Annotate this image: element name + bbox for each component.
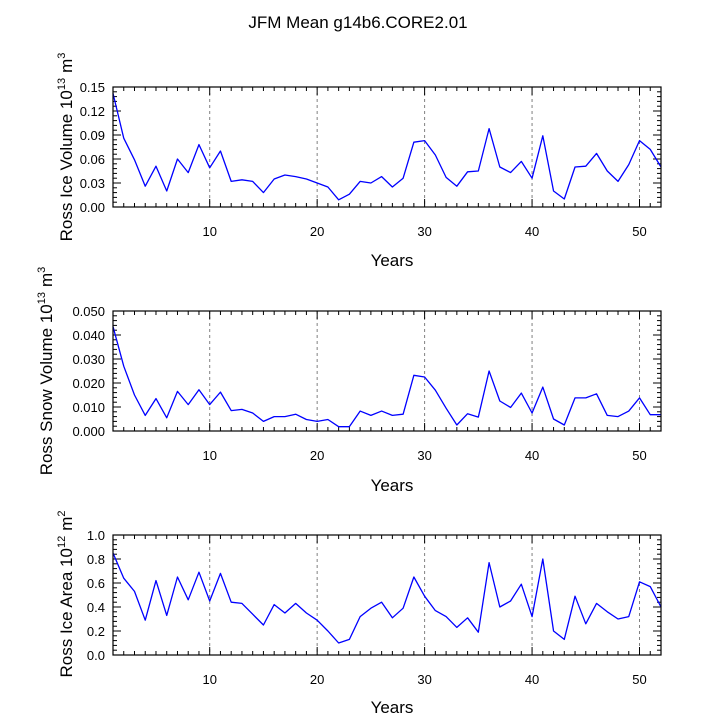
x-axis-label: Years: [371, 476, 414, 495]
x-tick-label: 50: [632, 448, 646, 463]
y-tick-label: 0.06: [80, 152, 105, 167]
x-tick-label: 20: [310, 224, 324, 239]
x-tick-label: 10: [202, 224, 216, 239]
y-tick-label: 0.12: [80, 104, 105, 119]
figure-title: JFM Mean g14b6.CORE2.01: [248, 13, 467, 32]
y-axis-label: Ross Ice Volume 1013m3: [56, 53, 76, 242]
x-tick-label: 10: [202, 672, 216, 687]
y-axis-label: Ross Ice Area 1012m2: [56, 510, 76, 677]
plot-frame: [112, 534, 662, 656]
plot-frame: [112, 310, 662, 432]
y-tick-label: 0.6: [87, 576, 105, 591]
x-axis-label: Years: [371, 698, 414, 715]
y-tick-label: 0.15: [80, 80, 105, 95]
series-line: [112, 552, 662, 644]
x-axis-label: Years: [371, 251, 414, 270]
y-tick-label: 0.09: [80, 128, 105, 143]
y-tick-label: 0.000: [72, 424, 105, 439]
y-tick-label: 0.030: [72, 352, 105, 367]
x-tick-label: 10: [202, 448, 216, 463]
y-tick-label: 1.0: [87, 528, 105, 543]
x-tick-label: 40: [525, 672, 539, 687]
x-tick-label: 30: [417, 448, 431, 463]
series-line: [112, 326, 661, 428]
y-tick-label: 0.0: [87, 648, 105, 663]
panel-snow-volume: Ross Snow Volume 1013m3 Years 10 20 30 40 50…: [36, 267, 662, 495]
panel-ice-volume: Ross Ice Volume 1013m3 Years 10 20 30 40 50 0…: [56, 53, 662, 270]
x-tick-label: 20: [310, 672, 324, 687]
x-tick-label: 20: [310, 448, 324, 463]
x-tick-label: 40: [525, 224, 539, 239]
x-tick-label: 50: [632, 224, 646, 239]
x-tick-label: 30: [417, 672, 431, 687]
y-axis-label: Ross Snow Volume 1013m3: [36, 267, 56, 476]
x-tick-label: 30: [417, 224, 431, 239]
y-tick-label: 0.2: [87, 624, 105, 639]
y-tick-label: 0.03: [80, 176, 105, 191]
y-tick-label: 0.040: [72, 328, 105, 343]
x-tick-label: 40: [525, 448, 539, 463]
y-tick-label: 0.8: [87, 552, 105, 567]
panel-ice-area: Ross Ice Area 1012m2 Years 10 20 30 40 50 0.0…: [56, 510, 662, 715]
y-tick-label: 0.00: [80, 200, 105, 215]
y-tick-label: 0.010: [72, 400, 105, 415]
y-tick-label: 0.020: [72, 376, 105, 391]
y-tick-label: 0.050: [72, 304, 105, 319]
x-tick-label: 50: [632, 672, 646, 687]
y-tick-label: 0.4: [87, 600, 105, 615]
plot-frame: [112, 86, 662, 208]
series-line: [112, 93, 662, 201]
